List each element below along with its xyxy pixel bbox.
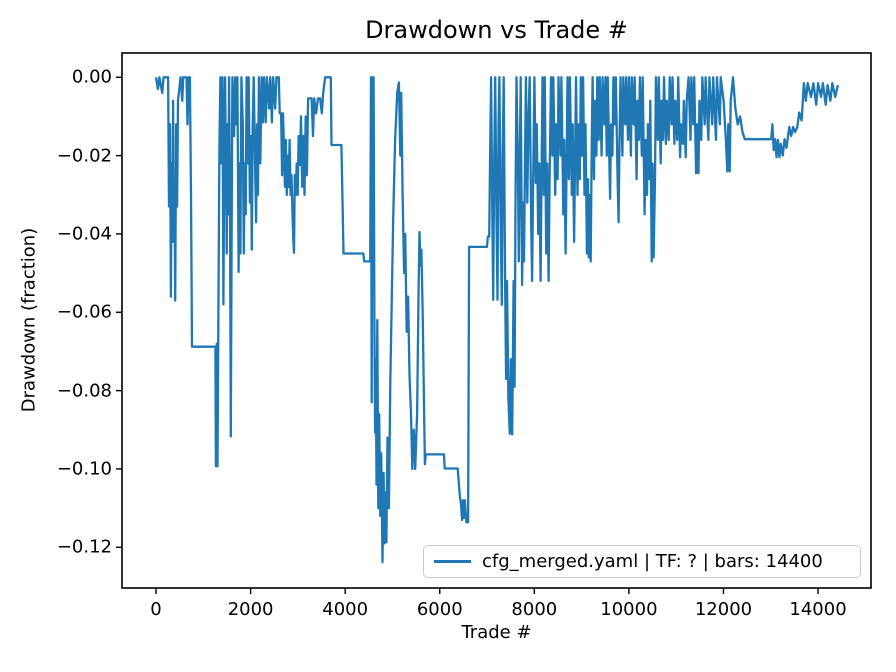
axes-spines bbox=[121, 52, 872, 589]
x-tick-label: 10000 bbox=[600, 599, 658, 620]
y-tick-label: −0.06 bbox=[56, 301, 112, 323]
x-tick-label: 12000 bbox=[694, 599, 753, 620]
x-tick-label: 14000 bbox=[789, 599, 847, 620]
legend-label: cfg_merged.yaml | TF: ? | bars: 14400 bbox=[482, 551, 823, 572]
x-tick-label: 0 bbox=[150, 599, 162, 620]
y-tick-label: −0.12 bbox=[56, 536, 112, 558]
legend-line-sample bbox=[434, 560, 471, 563]
x-tick-label: 4000 bbox=[322, 599, 369, 620]
x-tick-label: 8000 bbox=[511, 599, 558, 620]
x-axis-label: Trade # bbox=[461, 622, 532, 643]
legend: cfg_merged.yaml | TF: ? | bars: 14400 bbox=[423, 545, 861, 578]
chart-title: Drawdown vs Trade # bbox=[365, 16, 628, 44]
drawdown-line bbox=[154, 76, 840, 564]
y-tick-label: −0.04 bbox=[56, 223, 112, 245]
y-tick-label: −0.02 bbox=[56, 145, 112, 167]
y-tick-label: 0.00 bbox=[71, 66, 112, 88]
y-tick-label: −0.08 bbox=[56, 380, 112, 402]
x-tick-label: 6000 bbox=[416, 599, 463, 620]
x-tick-label: 2000 bbox=[227, 599, 274, 620]
y-tick-label: −0.10 bbox=[56, 458, 112, 480]
